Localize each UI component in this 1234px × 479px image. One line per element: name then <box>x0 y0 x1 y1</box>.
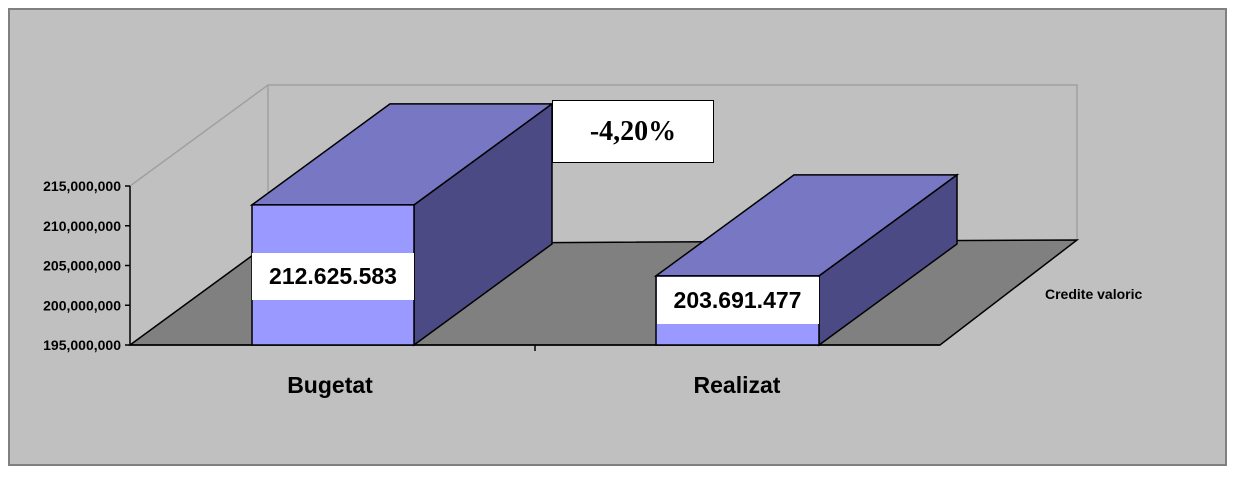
y-tick-label: 195,000,000 <box>43 337 121 353</box>
back-wall <box>129 84 1078 240</box>
y-tick-label: 205,000,000 <box>43 258 121 274</box>
x-category-label: Realizat <box>694 372 781 398</box>
y-tick-label: 215,000,000 <box>43 178 121 194</box>
y-tick-label: 210,000,000 <box>43 218 121 234</box>
x-category-label: Bugetat <box>287 372 373 398</box>
y-tick-label: 200,000,000 <box>43 297 121 313</box>
percent-change-callout: -4,20% <box>552 100 714 163</box>
data-label-realizat: 203.691.477 <box>656 276 819 324</box>
chart-background <box>8 8 1227 466</box>
data-label-bugetat: 212.625.583 <box>252 252 414 300</box>
series-legend-label: Credite valoric <box>1045 286 1142 302</box>
